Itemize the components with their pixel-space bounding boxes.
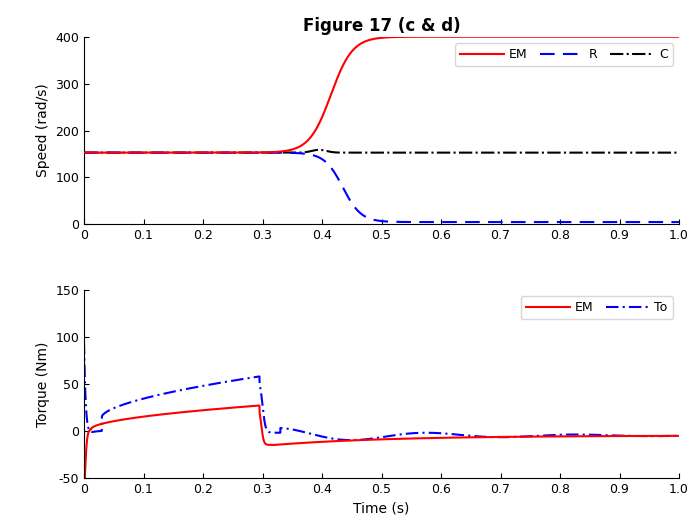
EM: [256, 402, 264, 408]
To: [675, 433, 683, 439]
C: [315, 146, 323, 153]
EM: [675, 433, 683, 439]
R: [665, 219, 673, 225]
EM: [83, 150, 91, 156]
Y-axis label: Torque (Nm): Torque (Nm): [36, 341, 50, 427]
R: [675, 219, 683, 225]
EM: [643, 34, 652, 40]
C: [80, 150, 88, 156]
C: [197, 150, 205, 156]
C: [116, 150, 124, 156]
EM: [643, 433, 652, 439]
EM: [80, 150, 88, 156]
To: [347, 437, 356, 443]
C: [83, 150, 91, 156]
To: [80, 339, 88, 345]
R: [104, 150, 113, 156]
EM: [104, 150, 113, 156]
Y-axis label: Speed (rad/s): Speed (rad/s): [36, 83, 50, 177]
R: [80, 150, 88, 156]
EM: [116, 150, 124, 156]
Legend: EM, R, C: EM, R, C: [456, 43, 673, 66]
EM: [675, 34, 683, 40]
Line: To: To: [84, 342, 679, 440]
C: [104, 150, 113, 156]
Line: R: R: [84, 153, 679, 222]
R: [83, 150, 91, 156]
To: [116, 403, 124, 409]
C: [371, 150, 379, 156]
EM: [371, 436, 379, 443]
Line: C: C: [84, 150, 679, 153]
To: [371, 435, 379, 442]
EM: [197, 407, 205, 414]
Title: Figure 17 (c & d): Figure 17 (c & d): [302, 17, 461, 35]
To: [83, 413, 91, 419]
EM: [80, 472, 88, 479]
To: [104, 407, 113, 414]
EM: [371, 36, 379, 42]
EM: [675, 34, 683, 40]
X-axis label: Time (s): Time (s): [354, 501, 410, 515]
R: [116, 150, 124, 156]
Line: EM: EM: [84, 37, 679, 153]
R: [197, 150, 205, 156]
Line: EM: EM: [84, 405, 679, 484]
EM: [116, 417, 124, 423]
EM: [104, 419, 113, 425]
Legend: EM, To: EM, To: [521, 296, 673, 319]
To: [197, 383, 205, 390]
EM: [83, 440, 91, 446]
C: [675, 150, 683, 156]
R: [371, 217, 379, 223]
EM: [197, 150, 205, 156]
C: [643, 150, 652, 156]
EM: [80, 480, 89, 487]
To: [643, 433, 652, 439]
R: [643, 219, 652, 225]
